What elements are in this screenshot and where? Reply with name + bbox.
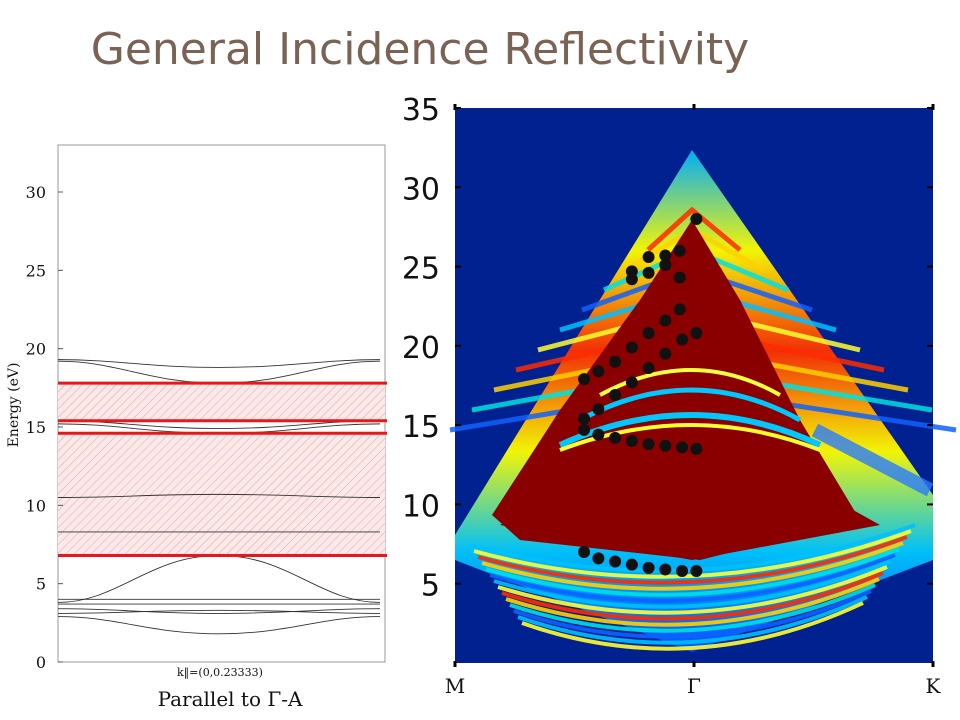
data-marker — [676, 333, 689, 346]
shaded-gap-region — [58, 383, 385, 421]
heatmap-stripe — [509, 583, 876, 633]
data-marker — [609, 389, 622, 402]
data-marker — [592, 403, 605, 416]
data-marker — [659, 563, 672, 576]
data-marker — [578, 546, 591, 558]
heatmap-stripe — [505, 577, 880, 627]
heatmap-arc-4 — [599, 368, 781, 397]
heatmap-stripe — [489, 553, 896, 603]
heatmap-stripe — [521, 601, 864, 651]
heatmap-side-band — [811, 423, 934, 497]
data-marker — [659, 249, 672, 262]
data-marker — [690, 442, 703, 455]
data-marker — [642, 251, 655, 264]
data-marker — [659, 439, 672, 452]
y-tick-label: 10 — [26, 496, 46, 515]
y-tick-label: 0 — [36, 653, 46, 672]
band-curve — [57, 420, 381, 430]
data-marker — [609, 555, 622, 568]
data-marker — [690, 213, 703, 225]
y-tick-label: 5 — [421, 569, 440, 604]
data-marker — [659, 347, 672, 360]
data-marker — [673, 244, 686, 257]
heatmap-stripe — [513, 589, 872, 639]
band-curve — [57, 359, 381, 368]
heatmap-stripe — [485, 547, 900, 597]
data-marker — [676, 441, 689, 454]
data-marker — [578, 412, 591, 425]
data-marker — [625, 558, 638, 571]
heatmap-stripe — [473, 529, 912, 579]
y-tick-label: 15 — [26, 418, 46, 437]
heatmap-stripe — [477, 535, 908, 585]
reflectivity-heatmap-panel: 5 10 15 20 25 30 35 M Γ K — [402, 93, 957, 698]
data-marker — [673, 271, 686, 284]
heatmap-arc-2 — [559, 423, 821, 452]
data-marker — [578, 423, 591, 436]
data-marker — [659, 258, 672, 271]
x-tick-label: K — [926, 674, 942, 698]
y-tick-label: 20 — [26, 340, 46, 359]
y-tick-label: 20 — [402, 331, 440, 366]
band-curve — [57, 608, 381, 614]
data-marker — [676, 565, 689, 578]
y-tick-label: 25 — [26, 261, 46, 280]
data-marker — [592, 428, 605, 441]
heatmap-arc-3 — [578, 387, 802, 423]
data-marker — [690, 327, 703, 340]
data-marker — [609, 431, 622, 444]
band-curve — [57, 616, 381, 635]
data-marker — [625, 265, 638, 278]
heatmap-stripe — [481, 541, 904, 591]
data-marker — [642, 266, 655, 279]
heatmap-stripe — [501, 571, 884, 621]
slide-title: General Incidence Reflectivity — [90, 24, 750, 75]
heatmap-stripe — [493, 559, 892, 609]
data-marker — [625, 435, 638, 447]
data-marker — [690, 565, 703, 578]
y-tick-label: 30 — [26, 183, 46, 202]
y-tick-label: 30 — [402, 172, 440, 207]
x-tick-label: Γ — [687, 674, 701, 698]
data-marker — [578, 373, 591, 386]
data-marker — [592, 365, 605, 378]
data-marker — [673, 303, 686, 316]
band-curve — [57, 609, 381, 614]
panel-caption: Parallel to Γ-A — [158, 687, 303, 711]
data-marker — [642, 438, 655, 451]
y-tick-label: 5 — [36, 575, 46, 594]
data-marker — [642, 327, 655, 340]
data-marker — [625, 376, 638, 389]
x-tick-label: M — [445, 674, 465, 698]
heatmap-stripe — [497, 565, 888, 615]
data-marker — [592, 552, 605, 565]
data-marker — [659, 314, 672, 327]
y-tick-label: 25 — [402, 252, 440, 287]
y-tick-label: 35 — [402, 93, 440, 128]
heatmap-core-lower — [500, 420, 880, 560]
k-vector-label: k‖=(0,0.23333) — [177, 666, 263, 680]
data-marker — [642, 561, 655, 574]
y-tick-label: 15 — [402, 410, 440, 445]
data-marker — [642, 362, 655, 375]
data-marker — [609, 355, 622, 368]
y-axis-label: Energy (eV) — [6, 363, 22, 448]
heatmap-stripe — [646, 206, 742, 252]
heatmap-stripe — [517, 595, 868, 645]
y-tick-label: 10 — [402, 489, 440, 524]
data-marker — [625, 341, 638, 354]
band-curve — [57, 493, 381, 498]
